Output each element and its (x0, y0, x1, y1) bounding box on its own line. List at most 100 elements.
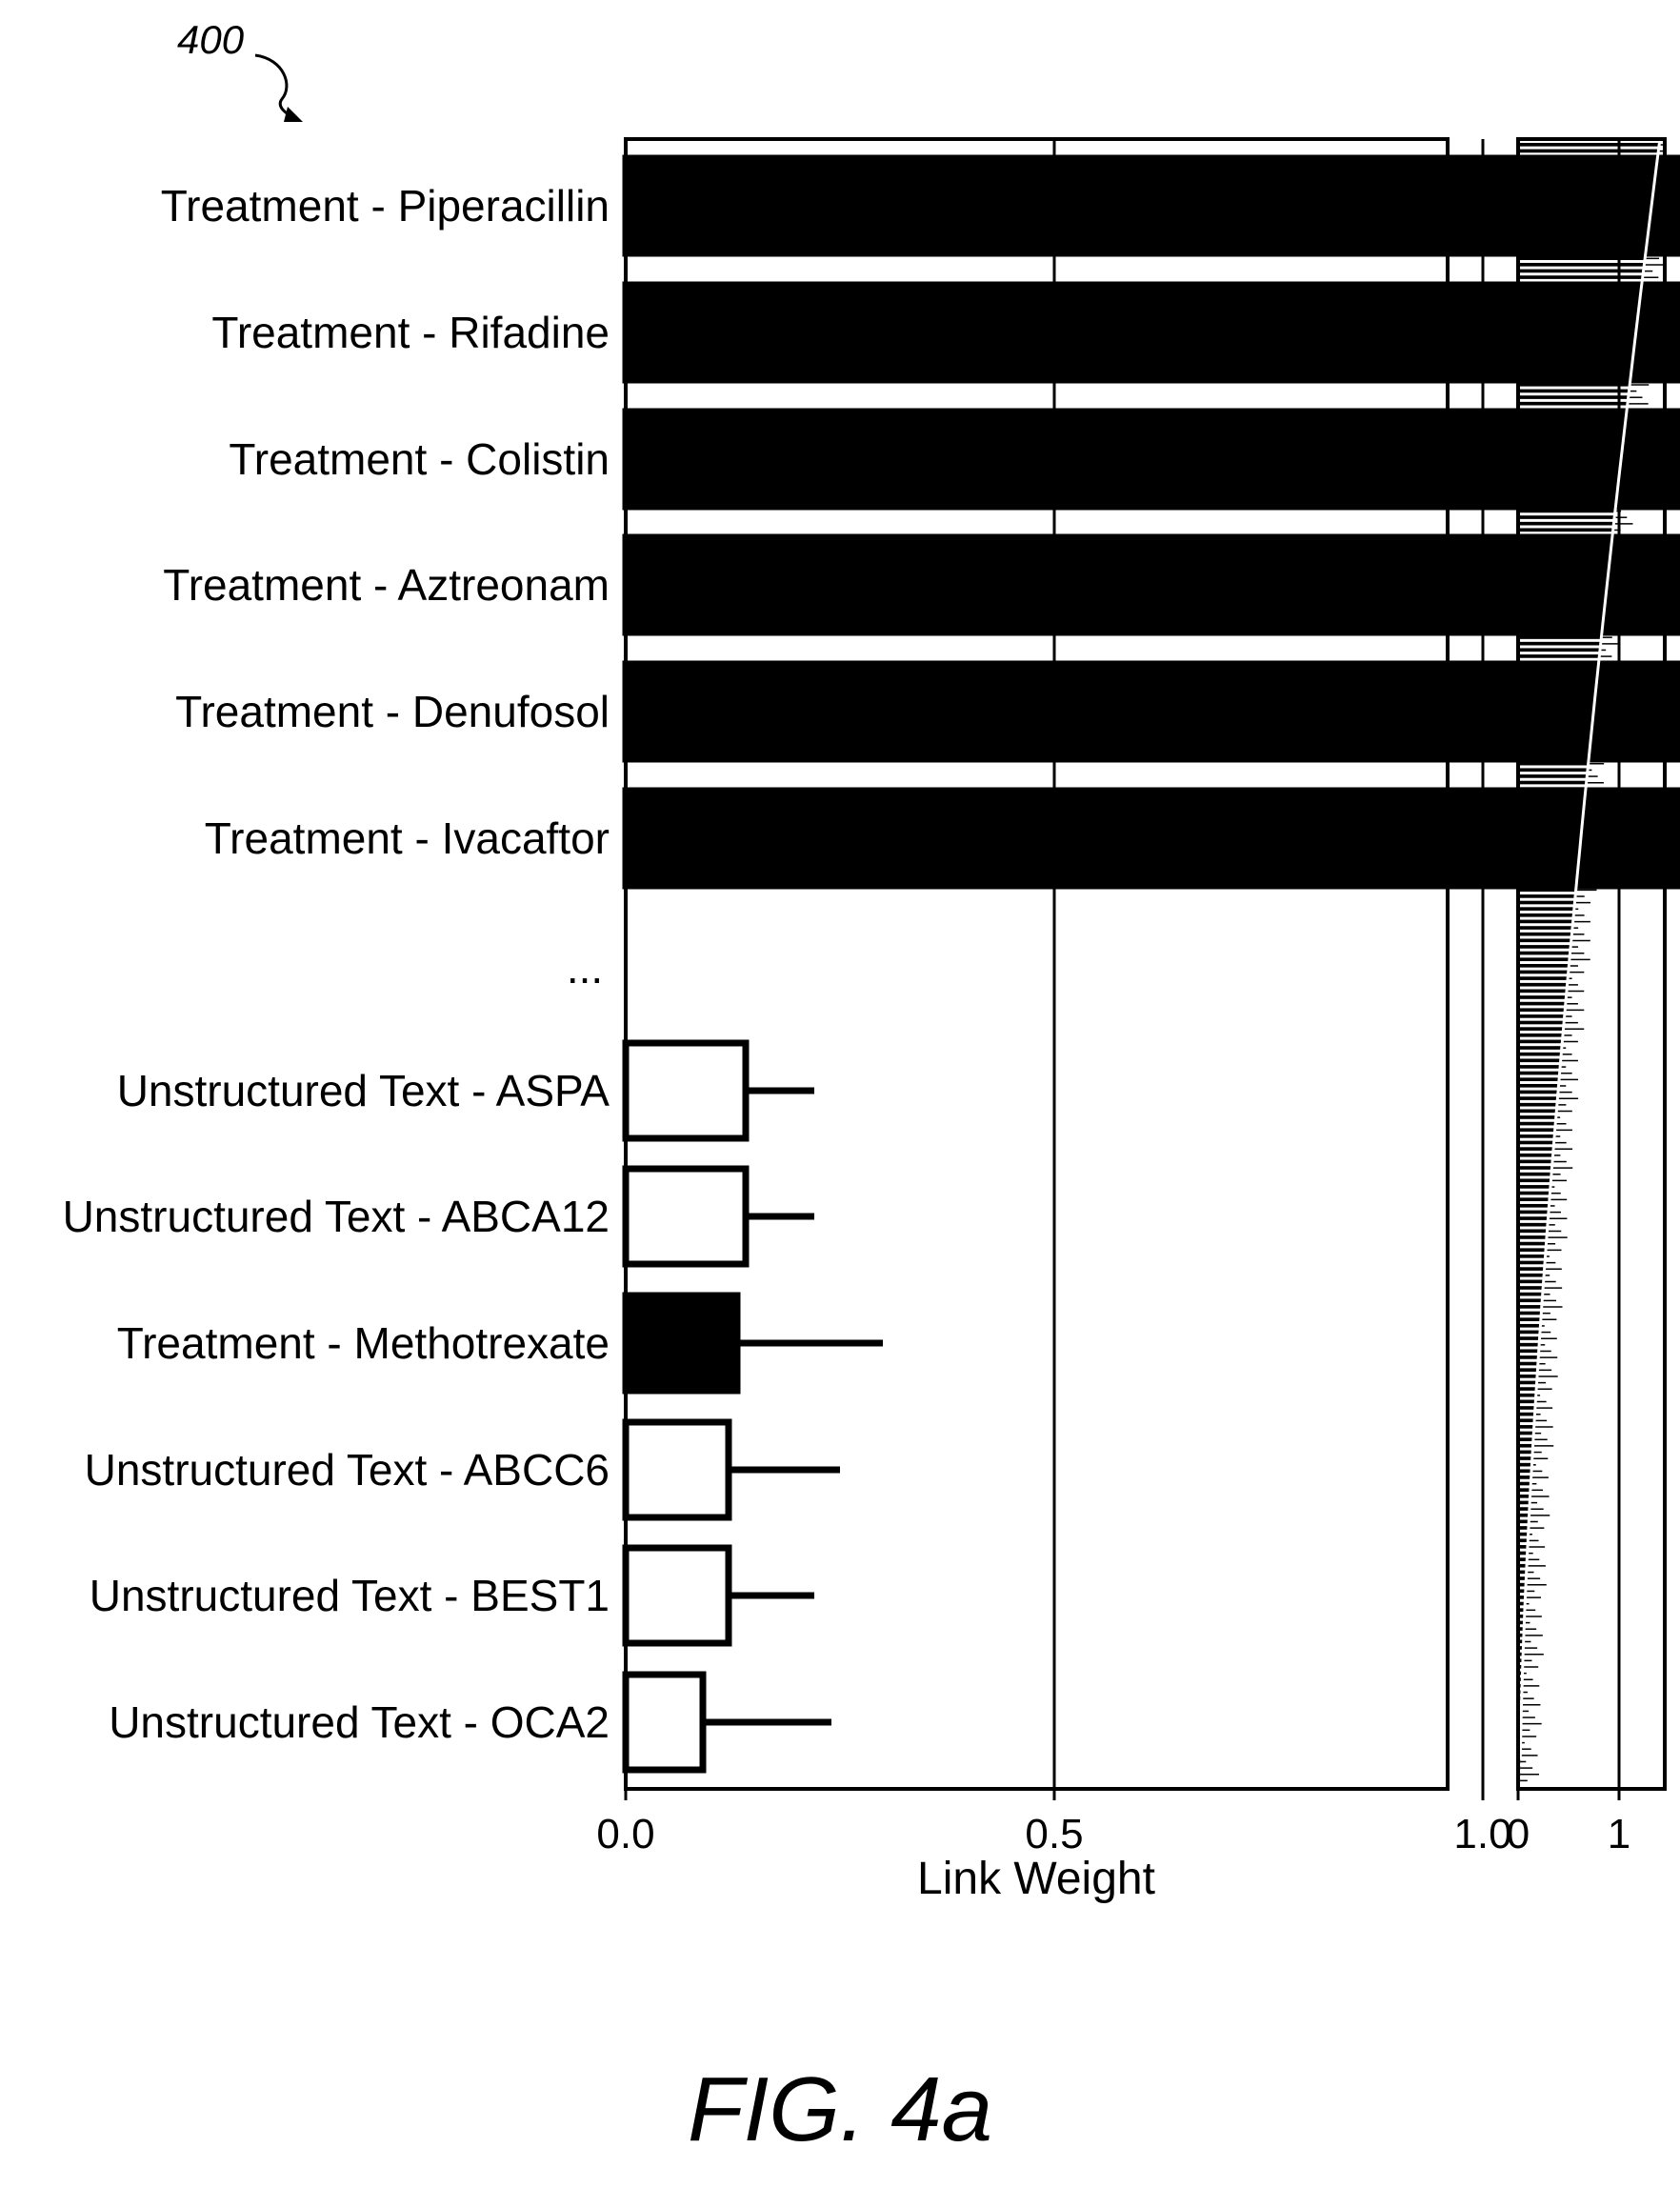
overview-bar (1518, 370, 1631, 374)
overview-bar (1518, 351, 1634, 355)
overview-bar (1518, 749, 1590, 753)
overview-bar (1518, 446, 1623, 450)
overview-bar (1518, 1039, 1563, 1044)
overview-x-tick-label: 0 (1507, 1811, 1530, 1857)
overview-bar (1518, 357, 1633, 362)
overview-bar (1518, 1046, 1562, 1050)
overview-bar (1518, 1425, 1534, 1429)
overview-bar (1518, 837, 1581, 842)
overview-bar (1518, 294, 1641, 298)
overview-bar (1518, 1431, 1534, 1435)
overview-trend-line (1518, 142, 1661, 1760)
bar (622, 154, 1680, 257)
overview-bar (1518, 888, 1576, 893)
category-label: Treatment - Ivacaftor (205, 813, 610, 863)
overview-bar (1518, 1134, 1555, 1138)
overview-bar (1518, 1014, 1565, 1018)
overview-bar (1518, 938, 1571, 943)
overview-bar (1518, 515, 1615, 519)
overview-bar (1518, 982, 1568, 987)
overview-bar (1518, 1683, 1523, 1688)
overview-bar (1518, 629, 1603, 633)
overview-bar (1518, 717, 1593, 722)
category-label: Treatment - Methotrexate (117, 1318, 610, 1368)
x-tick-label: 0.5 (1025, 1811, 1083, 1857)
overview-bar (1518, 1671, 1523, 1676)
overview-bar (1518, 155, 1658, 159)
overview-bar (1518, 957, 1570, 962)
overview-bar (1518, 1601, 1526, 1606)
overview-bar (1518, 1222, 1549, 1227)
overview-bar (1518, 490, 1618, 494)
overview-bar (1518, 237, 1648, 242)
overview-bar (1518, 1437, 1534, 1441)
overview-bar (1518, 331, 1636, 336)
overview-bar (1518, 1500, 1530, 1505)
overview-bar (1518, 1639, 1524, 1644)
overview-bar (1518, 1387, 1537, 1391)
overview-bar (1518, 275, 1643, 279)
overview-bar (1518, 1462, 1532, 1467)
overview-bar (1518, 281, 1643, 286)
overview-bar (1518, 919, 1573, 924)
overview-bar (1518, 345, 1635, 349)
overview-bar (1518, 711, 1594, 715)
category-label: Treatment - Rifadine (211, 308, 610, 357)
overview-bar (1518, 1563, 1528, 1568)
overview-bar (1518, 1323, 1541, 1328)
overview-bar (1518, 408, 1628, 412)
overview-bar (1518, 307, 1639, 311)
overview-bar (1518, 262, 1645, 267)
overview-bar (1518, 300, 1640, 305)
overview-bar (1518, 269, 1644, 273)
overview-bar (1518, 566, 1610, 570)
overview-bar (1518, 970, 1569, 974)
overview-bar (1518, 768, 1589, 773)
bar (622, 281, 1680, 384)
overview-bar (1518, 1147, 1554, 1151)
overview-bar (1518, 856, 1580, 860)
overview-bar (1518, 458, 1622, 463)
overview-bar (1518, 964, 1570, 968)
overview-bar (1518, 452, 1622, 456)
overview-bar (1518, 1412, 1535, 1416)
overview-bar (1518, 521, 1614, 526)
overview-bar (1518, 1456, 1532, 1460)
overview-bar (1518, 812, 1584, 816)
overview-bar (1518, 787, 1587, 791)
overview-bar (1518, 1481, 1531, 1486)
overview-bar (1518, 951, 1570, 955)
category-label: Unstructured Text - ASPA (117, 1066, 610, 1115)
category-label: Unstructured Text - ABCC6 (85, 1445, 610, 1495)
overview-bar (1518, 420, 1626, 425)
overview-bar (1518, 1090, 1559, 1094)
overview-bar (1518, 382, 1630, 387)
overview-bar (1518, 831, 1582, 835)
category-label: Unstructured Text - BEST1 (90, 1571, 610, 1620)
overview-bar (1518, 780, 1587, 785)
overview-bar (1518, 1197, 1550, 1201)
overview-bar (1518, 667, 1599, 672)
overview-bar (1518, 1267, 1545, 1271)
overview-bar (1518, 1178, 1551, 1183)
overview-bar (1518, 1033, 1564, 1037)
overview-bar (1518, 1216, 1549, 1220)
overview-frame (1516, 137, 1667, 1791)
overview-bar (1518, 225, 1650, 229)
overview-bar (1518, 496, 1617, 500)
overview-bar (1518, 1172, 1552, 1176)
overview-bar (1518, 1311, 1542, 1315)
overview-bar (1518, 1255, 1546, 1258)
overview-bar (1518, 1507, 1530, 1511)
overview-bar (1518, 976, 1569, 980)
overview-bar (1518, 1185, 1551, 1189)
overview-bar (1518, 591, 1607, 595)
overview-bar (1518, 187, 1654, 191)
category-label: Treatment - Denufosol (175, 687, 610, 736)
overview-bar (1518, 1596, 1526, 1599)
bar (622, 1165, 750, 1268)
overview-bar (1518, 1633, 1524, 1637)
overview-bar (1518, 730, 1592, 734)
overview-bar (1518, 806, 1585, 810)
